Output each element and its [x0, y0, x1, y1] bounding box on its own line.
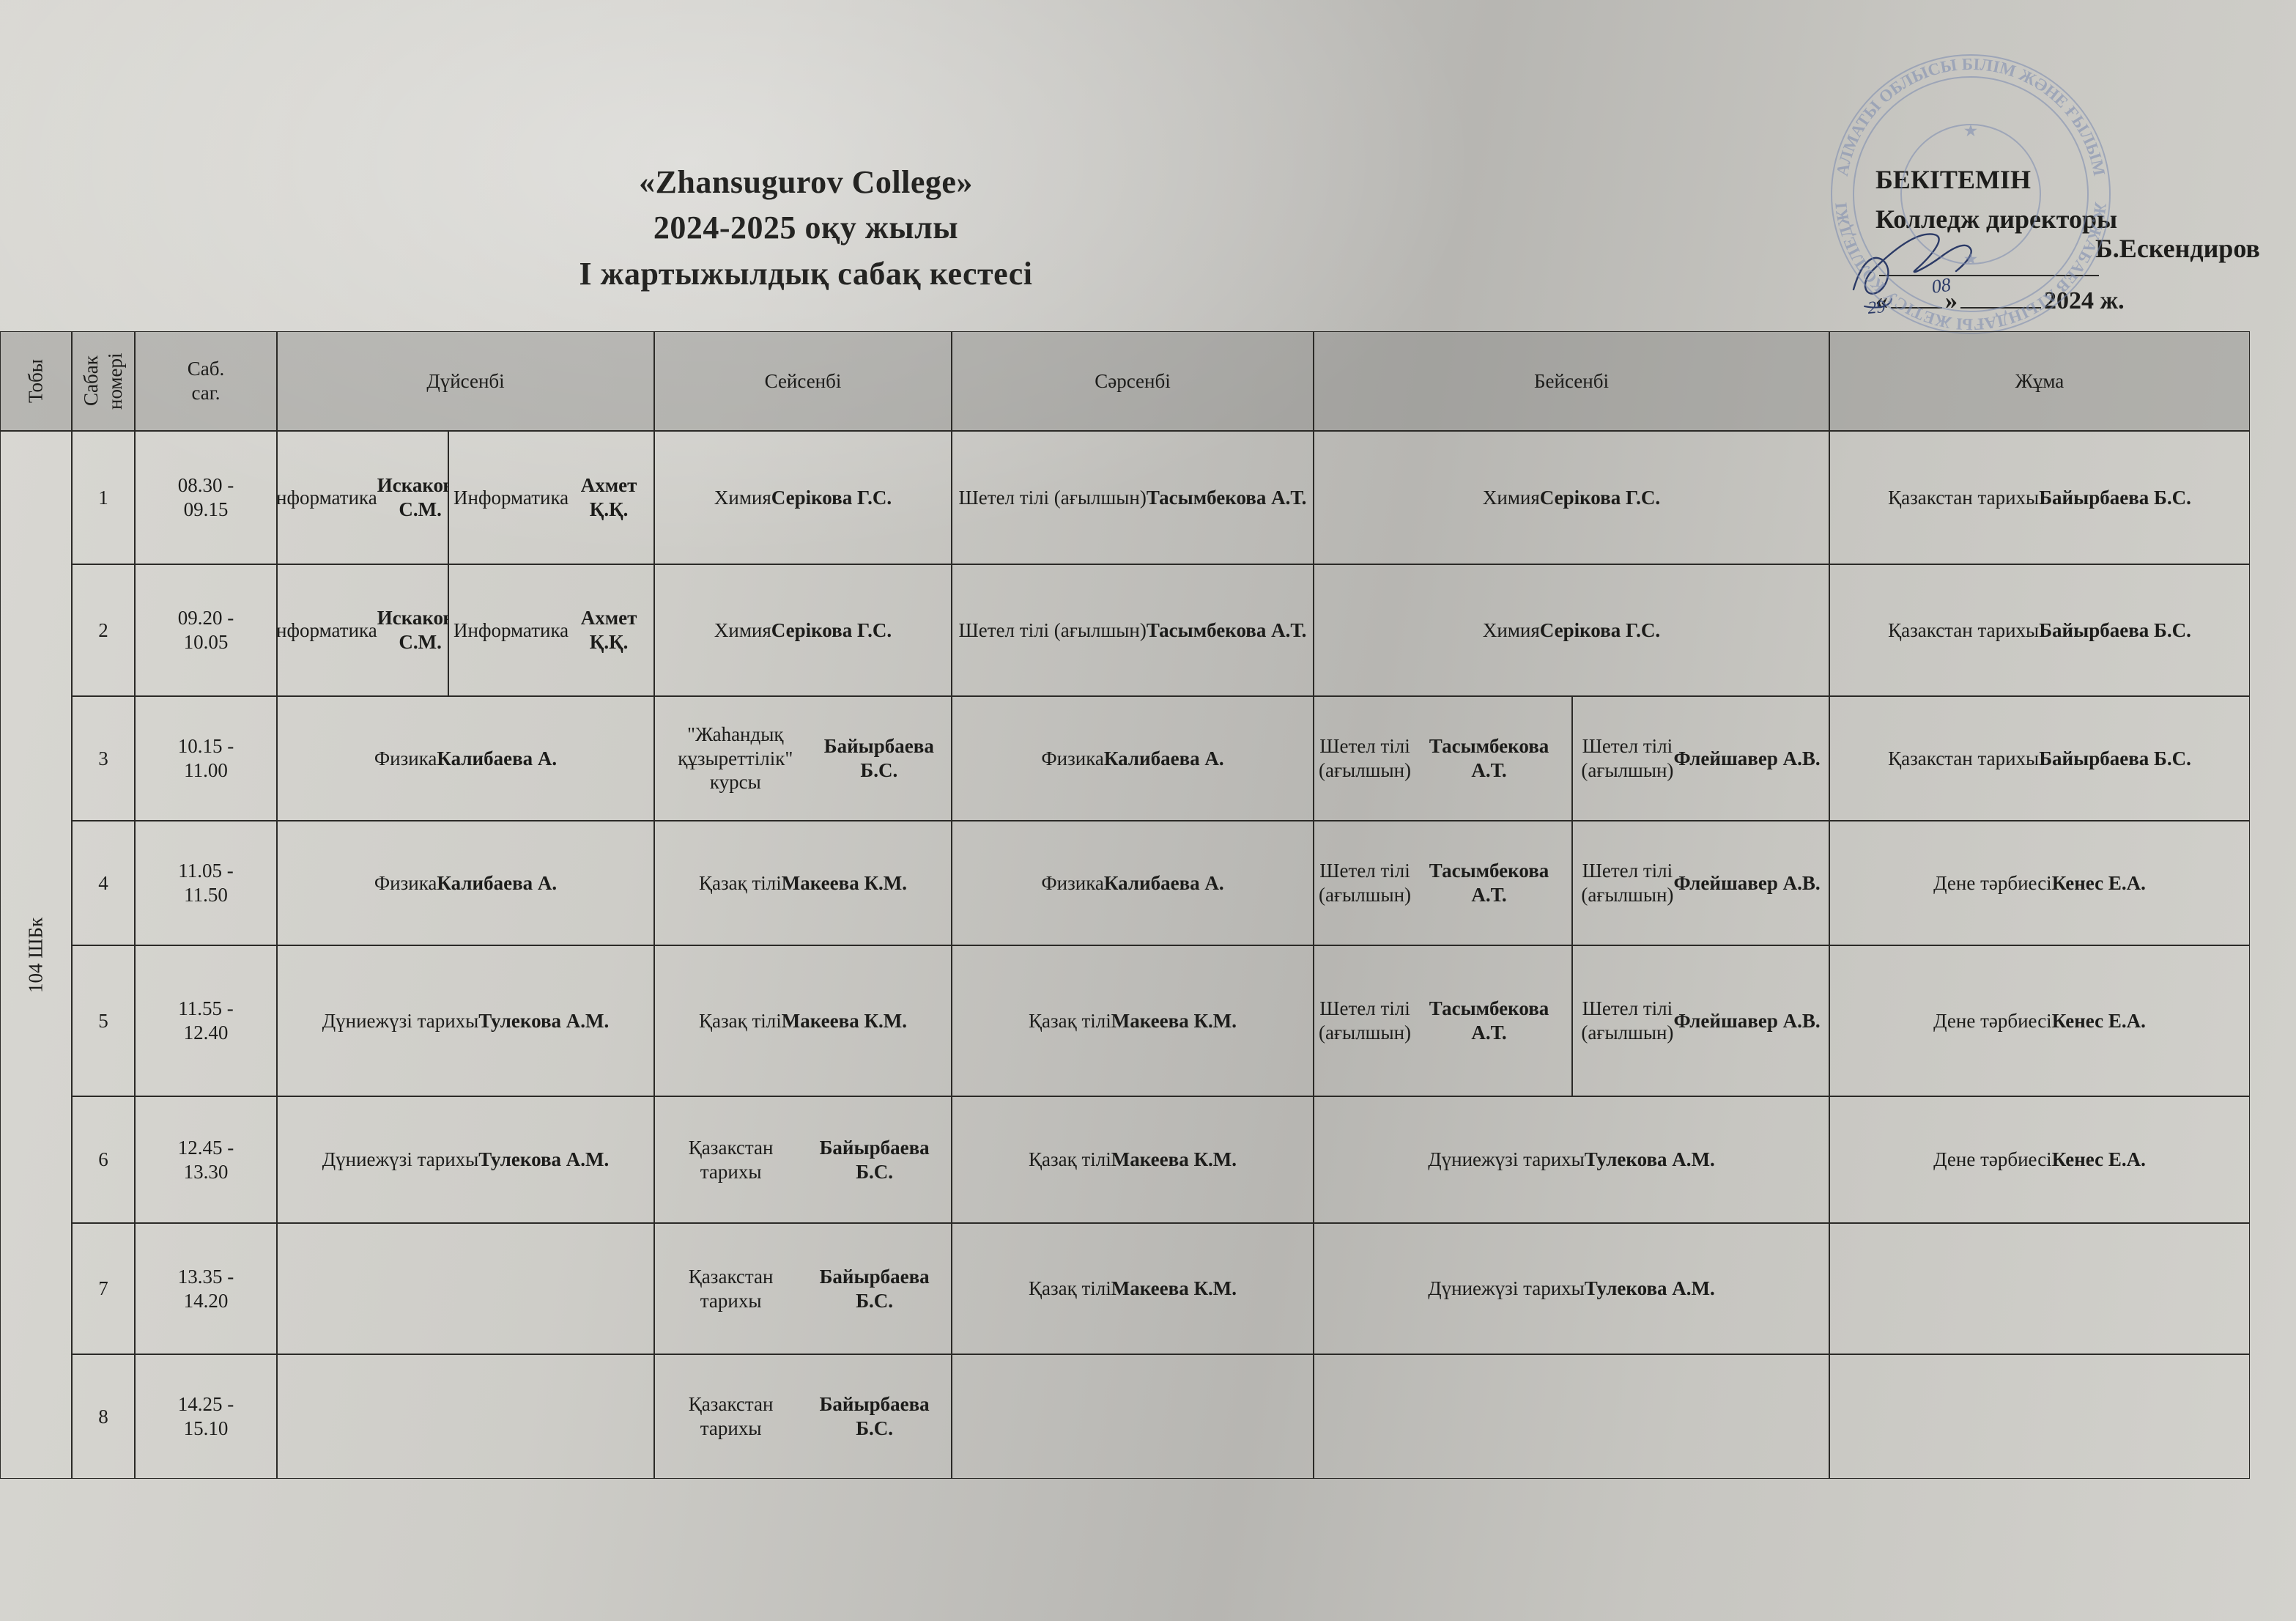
svg-text:АЛМАТЫ ОБЛЫСЫ БІЛІМ ЖӘНЕ ҒЫЛЫМ: АЛМАТЫ ОБЛЫСЫ БІЛІМ ЖӘНЕ ҒЫЛЫМ	[1833, 55, 2108, 178]
svg-text:★: ★	[1964, 123, 1977, 139]
svg-text:Ж.ЖАБАЕВ АТЫНДАҒЫ ЖЕТІСУ КОЛЛЕ: Ж.ЖАБАЕВ АТЫНДАҒЫ ЖЕТІСУ КОЛЛЕДЖІ	[1832, 202, 2110, 334]
svg-text:★: ★	[1964, 251, 1977, 267]
